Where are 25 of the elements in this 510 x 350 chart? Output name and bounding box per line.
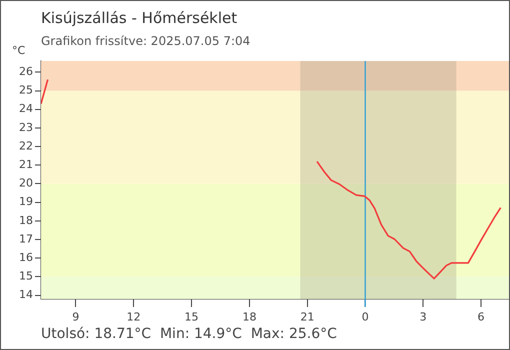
y-axis-title: °C [12, 44, 26, 57]
y-tick-label: 26 [19, 65, 33, 78]
y-tick-label: 17 [19, 232, 33, 246]
x-tick-label: 0 [362, 310, 369, 324]
x-tick-label: 12 [126, 310, 141, 324]
y-tick-label: 20 [19, 176, 33, 190]
y-tick-label: 19 [19, 195, 33, 208]
y-tick-label: 15 [19, 270, 33, 283]
chart-subtitle: Grafikon frissítve: 2025.07.05 7:04 [41, 34, 250, 48]
y-tick-label: 23 [19, 120, 33, 134]
y-tick-label: 22 [19, 139, 33, 152]
x-tick-label: 21 [300, 310, 314, 324]
y-tick-label: 14 [19, 288, 33, 302]
chart-title: Kisújszállás - Hőmérséklet [41, 9, 238, 27]
y-tick-label: 24 [19, 102, 33, 116]
x-tick-label: 9 [72, 310, 80, 324]
x-tick-label: 6 [478, 310, 485, 324]
x-tick-label: 15 [184, 310, 199, 324]
x-tick-label: 3 [420, 310, 427, 324]
x-tick-label: 18 [242, 310, 256, 324]
y-tick-label: 18 [19, 214, 33, 227]
y-tick-label: 25 [19, 84, 33, 97]
y-tick-label: 21 [19, 158, 33, 171]
text: Utolsó: 18.71°C Min: 14.9°C Max: 25.6°C [41, 326, 337, 342]
y-tick-label: 16 [19, 250, 33, 264]
